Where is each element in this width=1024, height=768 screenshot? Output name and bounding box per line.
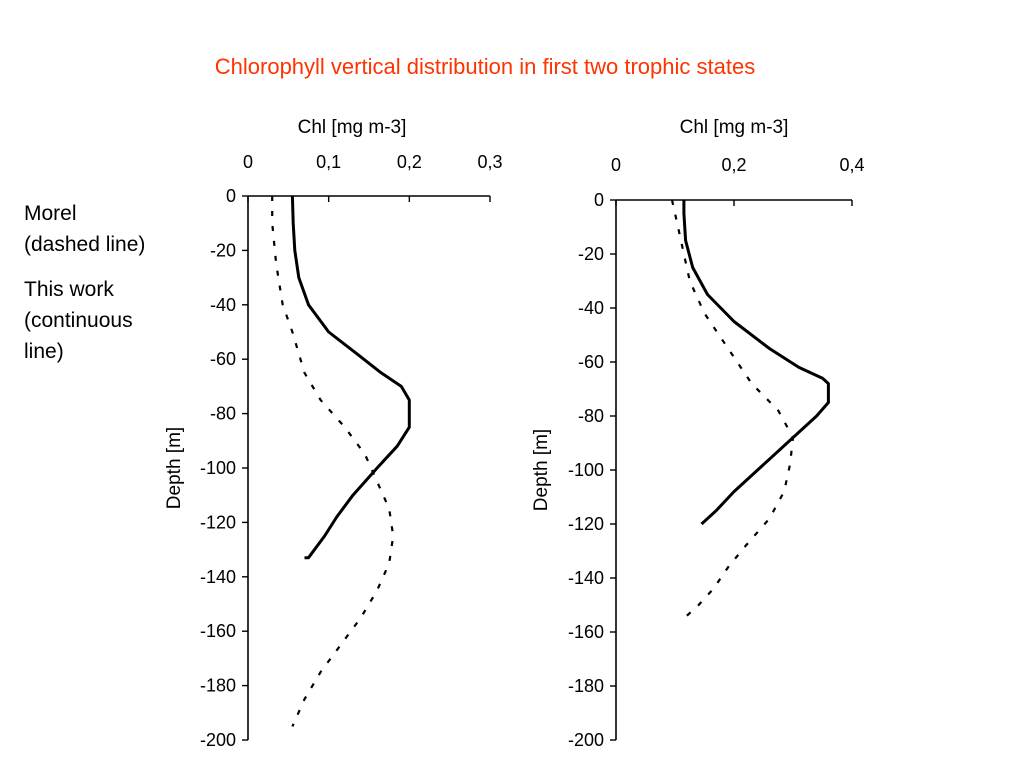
- chart1-y-tick-label: -200: [200, 730, 236, 750]
- chart2-group: 0 0,2 0,4 0 -20 -40 -60 -80 -100 -120 -140 -160 -180…: [531, 117, 865, 750]
- chart2-y-tick-label: -60: [578, 352, 604, 372]
- note-this-work-line1: This work: [24, 278, 114, 301]
- chart2-x-tick-label: 0: [611, 155, 621, 175]
- note-this-work-line3: line): [24, 340, 64, 363]
- chart1-y-tick-label: -180: [200, 676, 236, 696]
- chart2-y-tick-label: 0: [594, 190, 604, 210]
- chart2-y-tick-label: -200: [568, 730, 604, 750]
- chart1-y-tick-label: -20: [210, 240, 236, 260]
- chart2-x-tick-label: 0,2: [721, 155, 746, 175]
- chart1-x-tick-label: 0,3: [477, 152, 502, 172]
- chart1-y-tick-label: -140: [200, 567, 236, 587]
- chart2-y-tick-label: -140: [568, 568, 604, 588]
- chart1-y-tick-label: -40: [210, 295, 236, 315]
- chart1-series-dashed-line: [271, 196, 395, 727]
- chart1-y-tick-label: -60: [210, 349, 236, 369]
- chart2-series-solid-line: [682, 200, 830, 526]
- chart1-series-solid-line: [290, 195, 411, 560]
- note-morel-line2: (dashed line): [24, 233, 146, 256]
- slide-title: Chlorophyll vertical distribution in fir…: [214, 54, 756, 79]
- chart1-y-tick-label: -160: [200, 621, 236, 641]
- chart1-y-tick-label: 0: [226, 186, 236, 206]
- note-morel-line1: Morel: [24, 202, 77, 225]
- chart2-y-tick-label: -180: [568, 676, 604, 696]
- chart1-x-tick-label: 0,2: [397, 152, 422, 172]
- chart2-y-tick-label: -40: [578, 298, 604, 318]
- chart2-y-tick-label: -20: [578, 244, 604, 264]
- chart2-y-tick-label: -120: [568, 514, 604, 534]
- note-this-work-line2: (continuous: [24, 309, 133, 332]
- chart2-y-tick-label: -160: [568, 622, 604, 642]
- chart1-x-tick-label: 0: [243, 152, 253, 172]
- chart1-group: 0 0,1 0,2 0,3 0 -20 -40 -60 -80 -100 -120 -140 -160 -…: [164, 117, 503, 750]
- chart1-y-tick-label: -120: [200, 512, 236, 532]
- note-morel: Morel (dashed line): [24, 198, 145, 260]
- note-this-work: This work (continuous line): [24, 274, 145, 367]
- chart2-y-axis-title: Depth [m]: [531, 429, 552, 511]
- legend-notes: Morel (dashed line) This work (continuou…: [24, 198, 145, 381]
- chart2-y-tick-label: -100: [568, 460, 604, 480]
- chart1-y-tick-label: -80: [210, 404, 236, 424]
- chart1-y-tick-label: -100: [200, 458, 236, 478]
- chart2-y-tick-label: -80: [578, 406, 604, 426]
- chart1-x-tick-label: 0,1: [316, 152, 341, 172]
- chart2-x-tick-label: 0,4: [839, 155, 864, 175]
- chart1-x-axis-title: Chl [mg m-3]: [298, 117, 407, 138]
- chart2-x-axis-title: Chl [mg m-3]: [680, 117, 789, 138]
- chart1-y-axis-title: Depth [m]: [164, 427, 185, 509]
